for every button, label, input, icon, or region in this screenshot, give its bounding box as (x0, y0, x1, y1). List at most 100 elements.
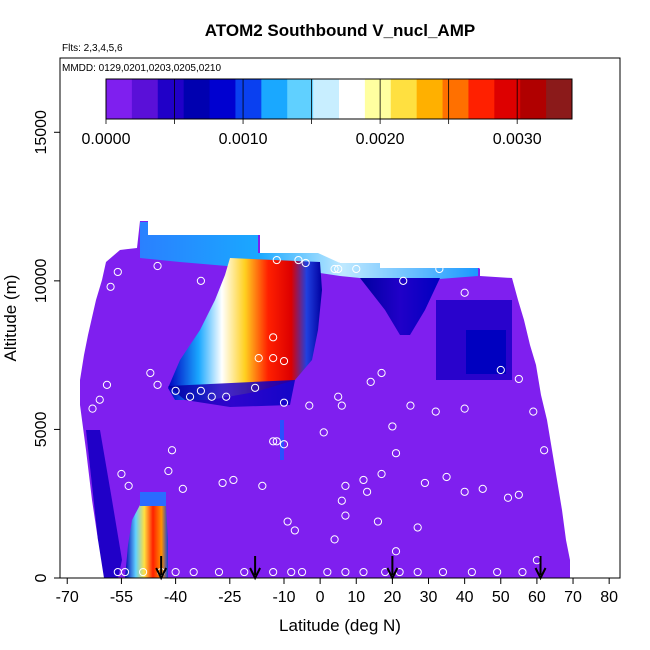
x-tick-label: -25 (218, 589, 241, 606)
y-tick-label: 10000 (33, 259, 50, 304)
x-tick-label: -40 (164, 589, 187, 606)
sample-marker (352, 264, 361, 274)
sample-marker (117, 469, 126, 479)
x-tick-label: 20 (383, 589, 401, 606)
colorbar-cell (416, 79, 444, 119)
colorbar-cell (287, 79, 314, 119)
colorbar-cell (364, 79, 392, 119)
sample-marker (514, 374, 523, 384)
y-axis: 0 5000 10000 15000 (33, 58, 61, 582)
sample-marker (88, 404, 97, 413)
sample-marker (540, 446, 549, 455)
sample-marker (153, 261, 162, 271)
sample-marker (153, 380, 162, 389)
southern-edge-streak (86, 430, 122, 578)
sample-marker (413, 523, 422, 532)
sample-marker (229, 475, 238, 485)
sample-marker (120, 567, 130, 577)
sample-marker (478, 484, 487, 493)
sample-marker (366, 377, 375, 386)
sample-marker (196, 276, 206, 285)
sample-marker (218, 478, 227, 488)
x-tick-label: 50 (492, 589, 510, 606)
sample-marker (283, 517, 292, 526)
x-tick-label: 0 (316, 589, 325, 606)
colorbar: 0.0000 0.0010 0.0020 0.0030 (82, 78, 573, 148)
x-tick-label: -10 (272, 589, 295, 606)
sample-marker (269, 437, 278, 446)
x-tick-label: 40 (456, 589, 474, 606)
southern-surface-plume-feature (125, 505, 168, 578)
sample-marker (518, 567, 527, 577)
sample-marker (214, 567, 224, 577)
flight-sample-markers (88, 229, 581, 577)
x-tick-label: 10 (347, 589, 365, 606)
sample-marker (460, 487, 469, 496)
upper-band-feature (140, 222, 478, 282)
sample-marker (503, 493, 513, 502)
colorbar-cell (390, 79, 418, 119)
sample-marker (272, 255, 281, 265)
sample-marker (496, 365, 505, 375)
sample-marker (106, 282, 115, 291)
plume-lower-dark-band (168, 380, 295, 407)
x-tick-label: -70 (56, 589, 79, 606)
sample-marker (269, 354, 278, 363)
southern-plume-cap (140, 492, 166, 506)
sample-marker (341, 511, 350, 520)
colorbar-cell (520, 79, 547, 119)
sample-marker (113, 267, 122, 277)
sample-marker (171, 567, 180, 577)
sample-marker (279, 440, 289, 449)
colorbar-cell (209, 79, 236, 119)
y-tick-label: 15000 (33, 110, 50, 155)
sample-marker (178, 484, 187, 493)
sample-marker (290, 526, 299, 535)
sample-marker (287, 567, 296, 577)
colorbar-cell (183, 79, 211, 119)
sample-marker (323, 567, 332, 577)
sample-marker (164, 466, 173, 476)
y-tick-label: 0 (33, 573, 50, 582)
sample-marker (102, 380, 112, 389)
sample-marker (359, 567, 368, 577)
colorbar-cell (106, 79, 133, 119)
sample-marker (330, 535, 339, 544)
colorbar-cell (261, 79, 288, 119)
sample-marker (438, 567, 448, 577)
sample-marker (529, 407, 538, 416)
sample-marker (334, 264, 343, 274)
colorbar-cell (468, 79, 495, 119)
colorbar-cell (442, 79, 469, 119)
x-tick-label: 30 (420, 589, 438, 606)
sample-marker (341, 481, 350, 490)
sample-marker (138, 567, 148, 577)
northern-dip-feature (360, 278, 440, 335)
sample-marker (185, 392, 195, 401)
sample-marker (373, 517, 383, 526)
colorbar-cell (339, 79, 366, 119)
sample-marker (413, 567, 422, 577)
sample-marker (391, 449, 401, 458)
sample-marker (431, 407, 440, 416)
x-tick-label: 70 (564, 589, 582, 606)
sample-marker (359, 475, 368, 485)
sample-marker (269, 333, 278, 342)
sample-marker (334, 392, 343, 401)
sample-marker (240, 567, 249, 577)
sample-marker (572, 556, 581, 565)
sample-marker (95, 395, 104, 404)
sample-marker (399, 276, 408, 285)
sample-marker (388, 422, 397, 431)
sample-marker (269, 567, 278, 577)
chart-title: ATOM2 Southbound V_nucl_AMP (205, 21, 475, 40)
sample-marker (362, 487, 372, 496)
sample-marker (420, 478, 430, 488)
colorbar-tick-label: 0.0030 (493, 131, 542, 148)
sample-marker (258, 481, 267, 490)
colorbar-tick-label: 0.0000 (82, 131, 131, 148)
northern-block-core (466, 330, 506, 374)
sample-marker (319, 428, 328, 437)
sample-marker (305, 401, 314, 410)
